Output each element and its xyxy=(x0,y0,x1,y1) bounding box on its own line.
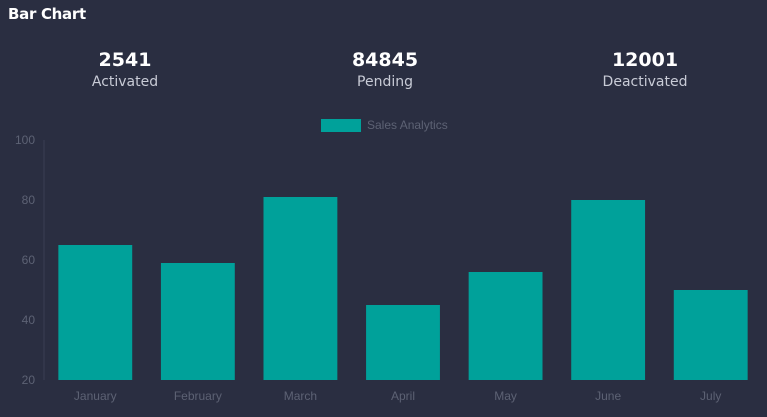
x-axis: January February March April May June July xyxy=(74,389,721,403)
x-tick-label: March xyxy=(284,389,317,403)
legend-label: Sales Analytics xyxy=(367,118,448,132)
x-tick-label: June xyxy=(595,389,621,403)
stat-label: Pending xyxy=(357,74,413,90)
stat-pending: 84845 Pending xyxy=(285,47,485,91)
bar-march[interactable] xyxy=(263,197,338,380)
legend-swatch xyxy=(321,119,361,132)
stat-activated: 2541 Activated xyxy=(25,47,225,91)
x-tick-label: April xyxy=(391,389,415,403)
y-tick-label: 60 xyxy=(22,253,36,267)
bar-july[interactable] xyxy=(673,290,748,380)
card-title: Bar Chart xyxy=(8,5,86,23)
y-axis: 20 40 60 80 100 xyxy=(15,133,35,387)
stat-label: Activated xyxy=(91,74,159,90)
y-tick-label: 80 xyxy=(22,193,36,207)
stat-value: 2541 xyxy=(98,49,152,71)
stat-deactivated: 12001 Deactivated xyxy=(545,47,745,91)
bar-june[interactable] xyxy=(571,200,646,380)
x-tick-label: February xyxy=(174,389,222,403)
stat-value: 84845 xyxy=(351,49,419,71)
y-tick-label: 100 xyxy=(15,133,35,147)
bar-may[interactable] xyxy=(468,272,543,380)
bar-january[interactable] xyxy=(58,245,133,380)
x-tick-label: January xyxy=(74,389,117,403)
stat-label: Deactivated xyxy=(602,74,688,90)
stats-row: 2541 Activated 84845 Pending 12001 Deact… xyxy=(0,47,767,97)
y-tick-label: 20 xyxy=(22,373,36,387)
x-tick-label: July xyxy=(700,389,721,403)
bars xyxy=(58,197,748,380)
bar-april[interactable] xyxy=(366,305,440,380)
bar-february[interactable] xyxy=(160,263,235,380)
stat-value: 12001 xyxy=(611,49,679,71)
chart-legend[interactable]: Sales Analytics xyxy=(321,118,448,132)
x-tick-label: May xyxy=(494,389,517,403)
y-tick-label: 40 xyxy=(22,313,36,327)
